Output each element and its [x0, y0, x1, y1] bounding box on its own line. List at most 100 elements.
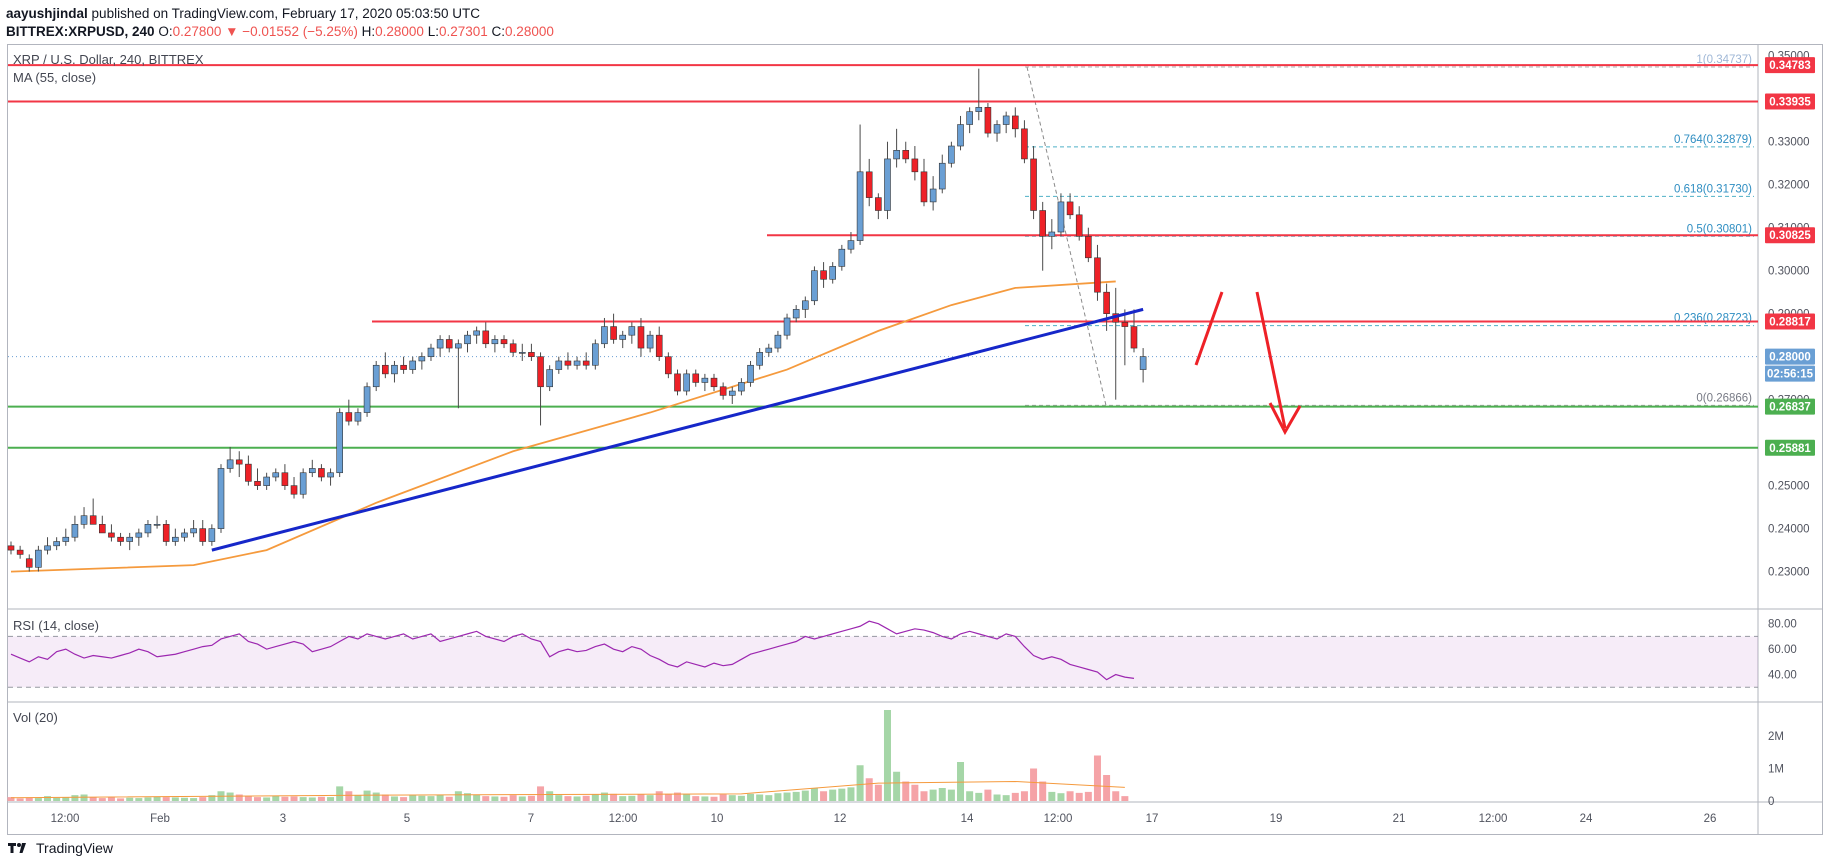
rsi-tick-label: 40.00 — [1768, 670, 1797, 682]
volume-bar — [573, 796, 581, 801]
volume-bar — [235, 794, 243, 801]
footer-brand[interactable]: TradingView — [6, 840, 113, 856]
price-tick-label: 0.32000 — [1768, 180, 1810, 192]
volume-bar — [719, 794, 727, 801]
x-axis-tick-label: 24 — [1580, 813, 1593, 825]
candle-body — [884, 158, 891, 211]
volume-bar — [381, 794, 389, 801]
price-tick-label: 0.25000 — [1768, 481, 1810, 493]
volume-bar — [947, 789, 955, 801]
volume-bar — [728, 795, 736, 801]
volume-bar — [1057, 793, 1065, 801]
x-axis-tick-label: 12 — [834, 813, 847, 825]
candle-body — [99, 524, 106, 534]
volume-bar — [62, 797, 70, 801]
x-axis-tick-label: 21 — [1393, 813, 1406, 825]
volume-bar — [683, 794, 691, 801]
price-axis-badge — [1765, 93, 1815, 110]
fib-level-label: 0(0.26866) — [1696, 392, 1752, 404]
candle-body — [190, 528, 197, 534]
volume-bar — [537, 786, 545, 801]
volume-bar — [957, 762, 965, 801]
volume-bar — [820, 791, 828, 801]
x-axis-tick-label: 14 — [961, 813, 974, 825]
x-axis-tick-label: 7 — [528, 813, 534, 825]
candle-body — [592, 343, 599, 366]
volume-bar — [664, 793, 672, 801]
candle-body — [537, 356, 544, 388]
candle-body — [610, 326, 617, 340]
candle-body — [7, 545, 15, 551]
candle-body — [464, 334, 471, 345]
arrow-head-icon — [1268, 402, 1302, 436]
candle-body — [126, 536, 133, 542]
volume-bar — [929, 789, 937, 801]
volume-bar — [345, 791, 353, 801]
rsi-tick-label: 60.00 — [1768, 644, 1797, 656]
high-label: H: — [361, 24, 376, 39]
volume-bar — [445, 796, 453, 801]
candle-body — [911, 158, 919, 173]
volume-bar — [180, 797, 188, 801]
volume-bar — [390, 796, 398, 801]
volume-bar — [117, 798, 125, 801]
volume-bar — [527, 795, 535, 801]
volume-bar — [1039, 781, 1047, 801]
candle-body — [71, 524, 79, 538]
candle-body — [418, 356, 426, 362]
author-name[interactable]: aayushjindal — [6, 6, 88, 21]
volume-bar — [491, 796, 499, 801]
price-axis-badge — [1765, 313, 1815, 330]
volume-bar — [327, 797, 335, 801]
candle-body — [491, 339, 499, 345]
volume-pane-title[interactable]: Vol (20) — [13, 710, 58, 725]
candle-body — [25, 558, 33, 568]
volume-bar — [308, 797, 316, 801]
fib-level-label: 0.5(0.30801) — [1687, 223, 1752, 235]
ma-line — [10, 280, 1116, 573]
volume-bar — [1030, 768, 1038, 801]
candle-body — [692, 373, 700, 383]
volume-bar — [263, 797, 271, 801]
volume-bar — [454, 791, 462, 801]
candle-body — [1002, 115, 1010, 125]
volume-bar — [966, 791, 974, 801]
candle-body — [774, 334, 782, 349]
candle-body — [372, 364, 380, 388]
high-value: 0.28000 — [375, 24, 424, 39]
candle-body — [473, 330, 480, 336]
volume-bar — [436, 794, 444, 801]
volume-bar — [938, 788, 946, 801]
volume-bar — [993, 794, 1001, 801]
candle-body — [62, 536, 70, 542]
ma-indicator-label[interactable]: MA (55, close) — [13, 70, 97, 85]
candle-body — [290, 485, 298, 495]
volume-bar — [1020, 791, 1028, 801]
volume-bar — [920, 791, 928, 801]
volume-bar — [1121, 796, 1129, 801]
volume-bar — [829, 789, 837, 801]
volume-bar — [135, 798, 143, 801]
chart-frame — [7, 44, 1823, 835]
volume-bar — [646, 795, 654, 801]
price-axis-badge-text: 0.28000 — [1769, 352, 1811, 364]
countdown-text: 02:56:15 — [1767, 369, 1814, 381]
volume-bar — [792, 791, 800, 801]
candle-body — [701, 377, 709, 383]
price-axis-badge-text: 0.33935 — [1769, 97, 1811, 109]
volume-bar — [765, 795, 773, 801]
candle-body — [245, 463, 252, 482]
volume-bar — [673, 792, 681, 801]
candle-body — [226, 459, 234, 469]
candle-body — [601, 326, 608, 345]
candle-body — [738, 382, 745, 392]
candle-body — [792, 309, 800, 319]
x-axis-tick-label: 26 — [1704, 813, 1717, 825]
candle-body — [1021, 128, 1028, 160]
rsi-pane-title[interactable]: RSI (14, close) — [13, 618, 99, 633]
x-axis-tick-label: 12:00 — [1479, 813, 1508, 825]
volume-bar — [427, 796, 435, 801]
price-tick-label: 0.24000 — [1768, 524, 1810, 536]
candle-body — [44, 545, 51, 551]
